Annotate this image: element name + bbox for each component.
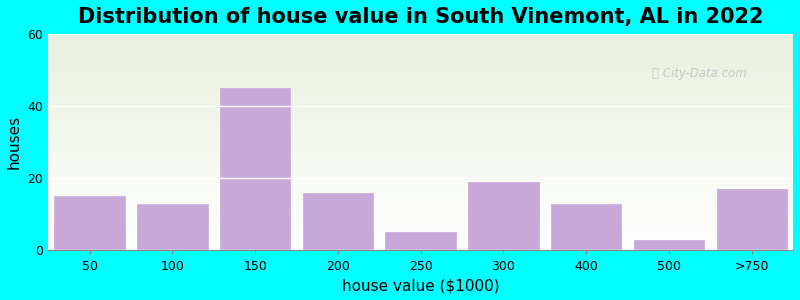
Bar [468, 182, 538, 250]
Text: ⓘ City-Data.com: ⓘ City-Data.com [651, 67, 746, 80]
Bar [386, 232, 456, 250]
Title: Distribution of house value in South Vinemont, AL in 2022: Distribution of house value in South Vin… [78, 7, 763, 27]
Bar [634, 240, 704, 250]
Bar [717, 189, 787, 250]
Y-axis label: houses: houses [7, 115, 22, 169]
X-axis label: house value ($1000): house value ($1000) [342, 278, 499, 293]
Bar [54, 196, 125, 250]
Bar [138, 204, 207, 250]
Bar [220, 88, 290, 250]
Bar [551, 204, 622, 250]
Bar [302, 193, 373, 250]
